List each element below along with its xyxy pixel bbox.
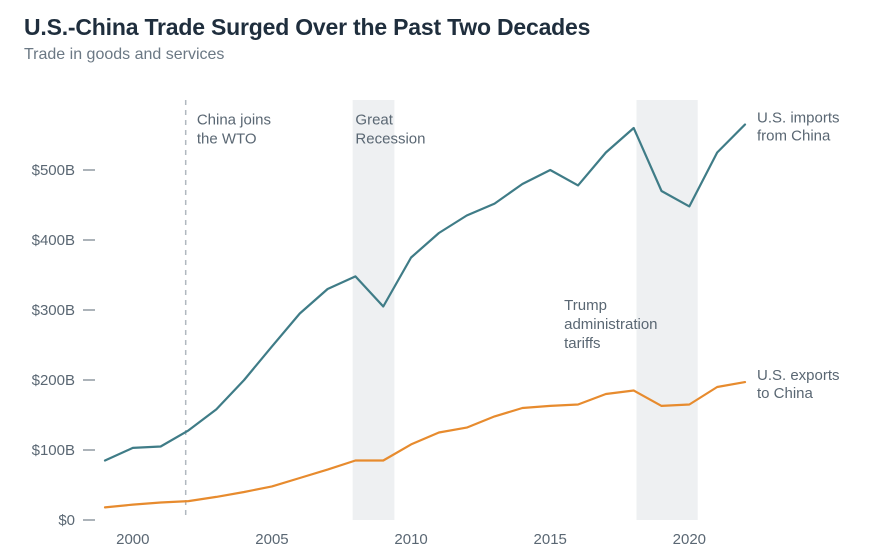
annotation-wto: China joins xyxy=(197,112,271,129)
x-tick-label: 2005 xyxy=(255,531,288,548)
y-tick-label: $200B xyxy=(32,372,75,389)
annotation-recession: Great xyxy=(355,112,393,129)
chart-title: U.S.-China Trade Surged Over the Past Tw… xyxy=(24,14,590,41)
annotation-wto: the WTO xyxy=(197,131,257,148)
series-label-exports: U.S. exports xyxy=(757,367,840,384)
series-label-imports: from China xyxy=(757,128,831,145)
series-label-exports: to China xyxy=(757,385,814,402)
annotation-tariffs: tariffs xyxy=(564,335,600,352)
annotation-tariffs: administration xyxy=(564,316,657,333)
annotation-recession: Recession xyxy=(355,131,425,148)
chart-subtitle: Trade in goods and services xyxy=(24,46,224,64)
event-band-1 xyxy=(636,100,697,520)
x-tick-label: 2020 xyxy=(673,531,706,548)
y-tick-label: $500B xyxy=(32,162,75,179)
x-tick-label: 2015 xyxy=(534,531,567,548)
series-label-imports: U.S. imports xyxy=(757,110,840,127)
x-tick-label: 2000 xyxy=(116,531,149,548)
chart-svg: $0 $100B $200B $300B $400B $500B 2000 2005 2010 2… xyxy=(0,0,870,559)
trade-chart: U.S.-China Trade Surged Over the Past Tw… xyxy=(0,0,870,559)
annotation-tariffs: Trump xyxy=(564,297,607,314)
x-tick-label: 2010 xyxy=(394,531,427,548)
y-tick-label: $0 xyxy=(58,512,75,529)
y-tick-label: $300B xyxy=(32,302,75,319)
y-tick-label: $100B xyxy=(32,442,75,459)
y-tick-label: $400B xyxy=(32,232,75,249)
